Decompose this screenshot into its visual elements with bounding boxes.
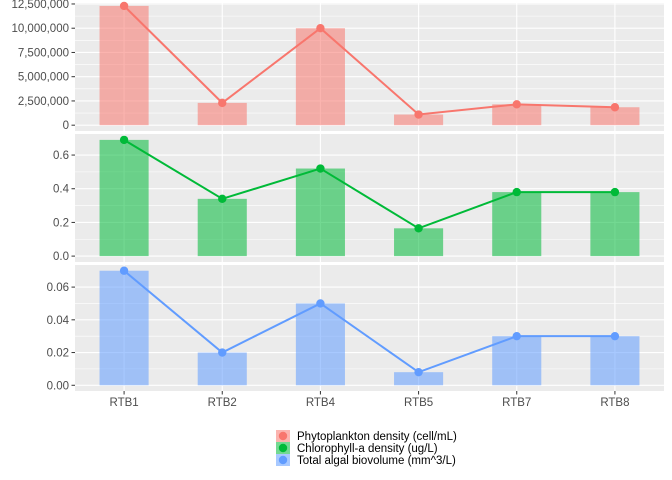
bar [590, 107, 640, 126]
data-point [316, 24, 325, 33]
bar [492, 336, 542, 386]
y-tick-label: 0.2 [53, 217, 69, 229]
bar [197, 352, 247, 386]
bar [492, 192, 542, 257]
bar [99, 139, 149, 257]
y-tick-label: 7,500,000 [18, 47, 69, 59]
y-tick-label: 0.4 [53, 184, 70, 196]
bar [99, 270, 149, 386]
panel-background [75, 3, 664, 131]
data-point [218, 348, 227, 357]
data-point [119, 266, 129, 275]
legend-label: Total algal biovolume (mm^3/L) [297, 455, 456, 467]
legend-label: Chlorophyll-a density (ug/L) [297, 443, 438, 455]
data-point [218, 194, 227, 204]
bar [492, 104, 542, 126]
series-line [123, 5, 615, 116]
data-point [119, 1, 129, 11]
y-tick-label: 0 [63, 120, 69, 132]
legend-key-point [278, 431, 288, 441]
bar [197, 102, 247, 126]
data-point [610, 187, 620, 197]
legend-key-point [278, 455, 288, 465]
data-point [414, 224, 423, 233]
bar [295, 28, 345, 126]
y-tick-label: 2,500,000 [18, 96, 69, 108]
x-tick-label: RTB5 [404, 397, 433, 409]
bar [394, 114, 444, 126]
bar [295, 168, 345, 257]
x-tick-label: RTB1 [109, 397, 138, 409]
data-point [414, 367, 423, 377]
x-tick-label: RTB2 [208, 397, 237, 409]
data-point [316, 299, 325, 308]
series-line [123, 269, 615, 374]
y-tick-label: 0.0 [53, 251, 69, 263]
y-tick-label: 10,000,000 [11, 23, 69, 35]
data-point [316, 164, 325, 173]
legend-label: Phytoplankton density (cell/mL) [297, 431, 457, 443]
bar [295, 303, 345, 386]
data-point [218, 98, 227, 108]
series-line [123, 139, 615, 230]
y-tick-label: 0.6 [53, 150, 69, 162]
x-tick-label: RTB8 [600, 397, 629, 409]
bar [590, 336, 640, 386]
bar [394, 372, 444, 386]
data-point [610, 103, 620, 112]
y-tick-label: 0.06 [47, 282, 69, 294]
x-tick-label: RTB4 [306, 397, 336, 409]
panel-background [75, 265, 664, 391]
data-point [512, 331, 521, 341]
bar [99, 5, 149, 126]
legend-key-point [278, 443, 288, 453]
bar [590, 192, 640, 257]
y-tick-label: 5,000,000 [18, 72, 69, 84]
y-tick-label: 0.02 [47, 348, 69, 360]
y-tick-label: 12,500,000 [11, 0, 69, 11]
bar [197, 198, 247, 257]
y-tick-label: 0.04 [47, 315, 70, 327]
y-tick-label: 0.00 [47, 380, 69, 392]
data-point [414, 110, 423, 119]
data-point [610, 331, 620, 341]
bar [394, 228, 444, 257]
data-point [512, 100, 521, 109]
data-point [512, 187, 521, 197]
data-point [119, 135, 129, 145]
x-tick-label: RTB7 [502, 397, 531, 409]
